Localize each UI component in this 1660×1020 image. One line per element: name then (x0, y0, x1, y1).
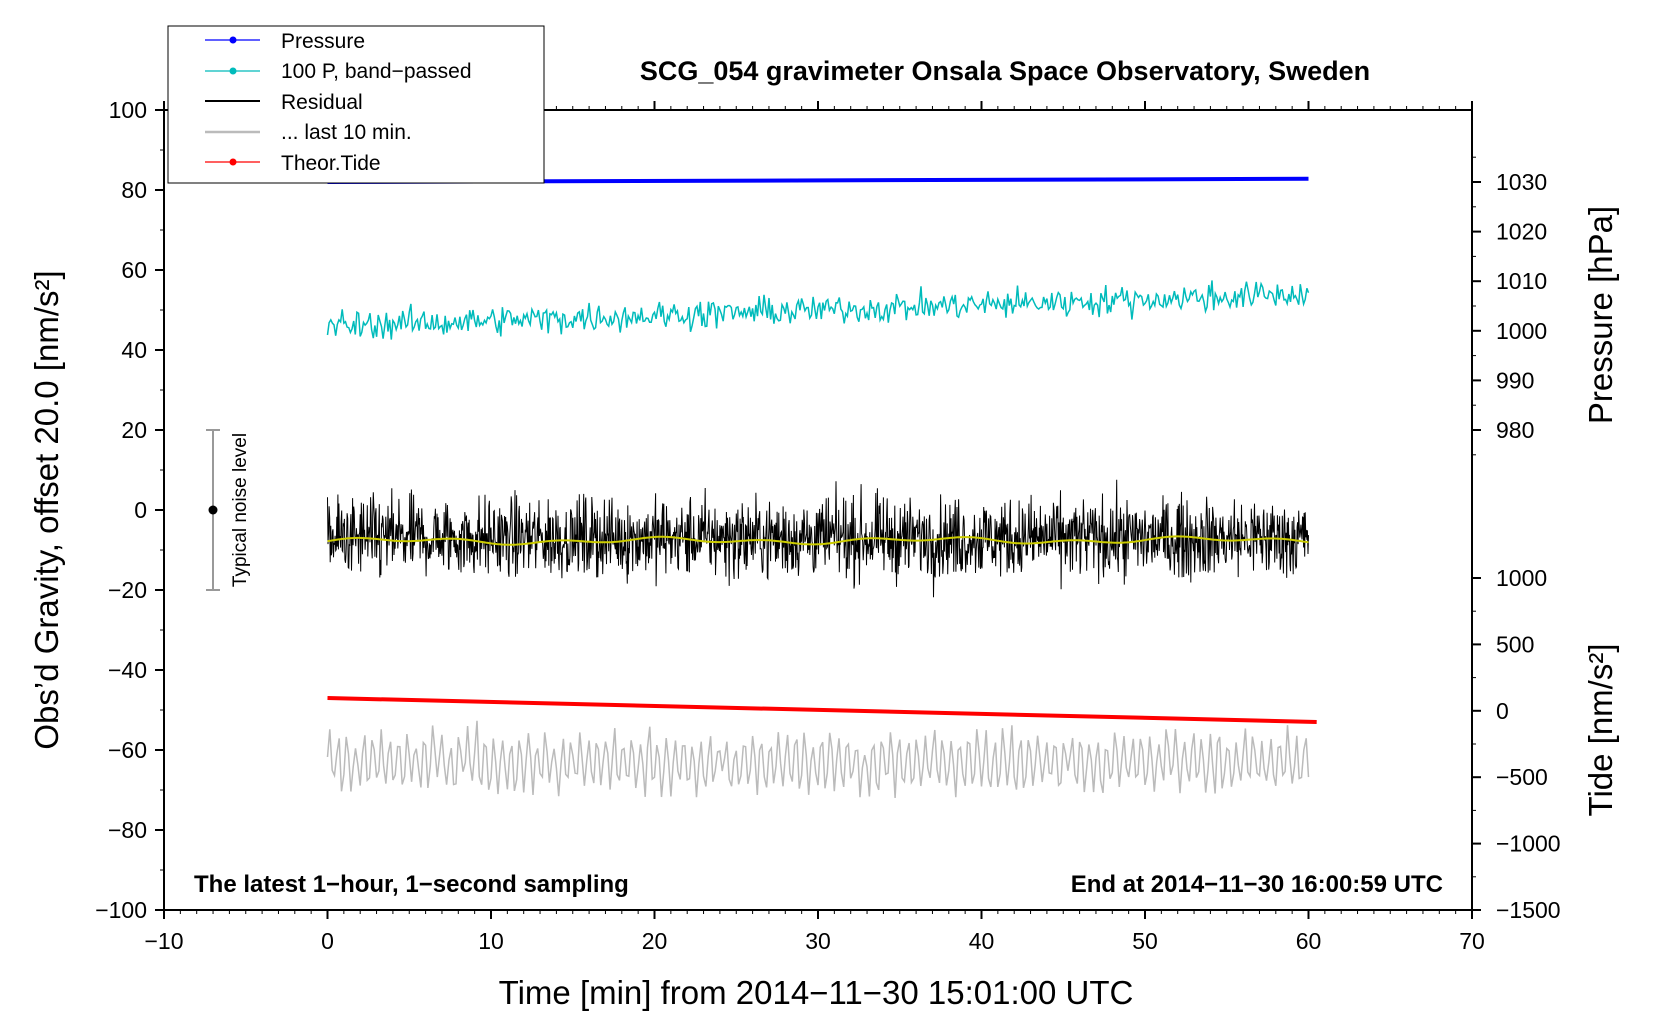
legend-marker-pressure (229, 36, 237, 44)
series-5-smooth (327, 535, 1309, 546)
legend-entry-bandpassed: 100 P, band−passed (205, 60, 472, 83)
tide-tick-label: −1500 (1496, 897, 1561, 923)
x-tick-label: 10 (478, 928, 504, 954)
noise-level-center-dot (208, 505, 218, 515)
x-tick-label: 0 (321, 928, 334, 954)
tide-tick-label: 500 (1496, 631, 1534, 657)
legend-label-residual: Residual (281, 91, 363, 114)
y-tick-label: 100 (109, 97, 147, 123)
legend: Pressure 100 P, band−passed Residual ...… (167, 25, 545, 184)
legend-entry-last10: ... last 10 min. (205, 121, 412, 144)
legend-label-bandpassed: 100 P, band−passed (281, 60, 472, 83)
legend-marker-bandpassed (229, 67, 237, 75)
legend-entry-tide: Theor.Tide (205, 152, 381, 175)
plot-frame (163, 109, 1473, 911)
pressure-tick-label: 1010 (1496, 268, 1547, 294)
y-tick-label: −20 (108, 577, 147, 603)
x-tick-label: 50 (1132, 928, 1158, 954)
legend-label-pressure: Pressure (281, 30, 365, 53)
x-tick-label: 30 (805, 928, 831, 954)
x-tick-label: 20 (642, 928, 668, 954)
legend-label-last10: ... last 10 min. (281, 121, 412, 144)
legend-entry-pressure: Pressure (205, 30, 365, 53)
pressure-axis-title: Pressure [hPa] (1582, 206, 1619, 424)
y-tick-label: 40 (121, 337, 147, 363)
legend-box (167, 25, 545, 184)
pressure-tick-label: 1030 (1496, 169, 1547, 195)
series-3-trace (326, 720, 1310, 799)
y-tick-label: −80 (108, 817, 147, 843)
series-4-line (327, 696, 1317, 724)
y-tick-label: 0 (134, 497, 147, 523)
axis-ticks: −10 0 10 20 30 40 50 60 70−100−80−60−40−20020406… (95, 97, 1560, 954)
y-axis-title: Obs’d Gravity, offset 20.0 [nm/s²] (28, 270, 65, 749)
legend-marker-tide (229, 158, 237, 166)
legend-entry-residual: Residual (205, 91, 363, 114)
x-tick-label: 40 (969, 928, 995, 954)
tide-axis-title: Tide [nm/s²] (1582, 644, 1619, 817)
series-layer (326, 176, 1317, 799)
y-tick-label: 80 (121, 177, 147, 203)
noise-level-indicator: Typical noise level (206, 429, 251, 591)
tide-tick-label: −1000 (1496, 831, 1561, 857)
legend-label-tide: Theor.Tide (281, 152, 381, 175)
pressure-tick-label: 1000 (1496, 318, 1547, 344)
noise-level-label: Typical noise level (230, 433, 251, 587)
y-tick-label: 60 (121, 257, 147, 283)
y-tick-label: −40 (108, 657, 147, 683)
chart-title: SCG_054 gravimeter Onsala Space Observat… (640, 56, 1370, 86)
pressure-tick-label: 980 (1496, 417, 1534, 443)
x-axis-title: Time [min] from 2014−11−30 15:01:00 UTC (499, 974, 1134, 1011)
series-2-trace (327, 479, 1309, 598)
pressure-tick-label: 1020 (1496, 219, 1547, 245)
x-tick-label: 60 (1296, 928, 1322, 954)
x-tick-label: −10 (144, 928, 183, 954)
tide-tick-label: −500 (1496, 764, 1548, 790)
tide-tick-label: 1000 (1496, 565, 1547, 591)
pressure-tick-label: 990 (1496, 367, 1534, 393)
y-tick-label: −60 (108, 737, 147, 763)
y-tick-label: −100 (95, 897, 147, 923)
tide-tick-label: 0 (1496, 698, 1509, 724)
annotation-end-time: End at 2014−11−30 16:00:59 UTC (1071, 871, 1443, 898)
y-tick-label: 20 (121, 417, 147, 443)
annotation-sampling: The latest 1−hour, 1−second sampling (194, 871, 629, 898)
series-1-trace (326, 280, 1310, 340)
x-tick-label: 70 (1459, 928, 1485, 954)
